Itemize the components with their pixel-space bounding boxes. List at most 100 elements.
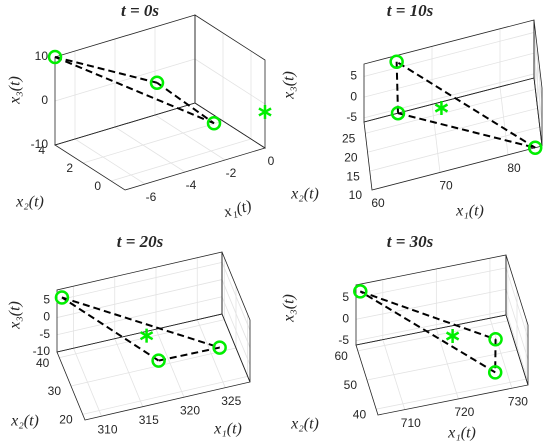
y-tick-label: 60 [334, 349, 348, 363]
y-axis-label: x₂(t) [290, 416, 319, 433]
z-tick-label: 10 [35, 49, 49, 63]
agent-marker [527, 140, 543, 156]
x-tick-label: -6 [146, 190, 157, 204]
y-tick-label: 30 [48, 384, 62, 398]
x-tick-label: 80 [507, 161, 521, 175]
agent-marker [47, 49, 63, 65]
grid-line [221, 296, 251, 365]
grid-line [366, 349, 518, 381]
grid-line [221, 262, 251, 331]
panel-title: t = 20s [117, 232, 164, 251]
x-axis-label: x₁(t) [447, 425, 476, 442]
z-tick-label: 0 [43, 310, 50, 324]
x-tick-label: -2 [226, 166, 237, 180]
agent-marker [487, 365, 503, 380]
x-tick-label: 0 [268, 154, 275, 168]
z-axis-label: x₃(t) [7, 301, 24, 330]
dashed-link [396, 60, 536, 149]
z-tick-label: -5 [338, 333, 349, 347]
grid-line [221, 279, 251, 348]
grid-line [154, 114, 226, 161]
y-tick-label: 4 [38, 143, 45, 157]
x-tick-label: -4 [186, 178, 197, 192]
z-tick-label: 0 [350, 89, 357, 103]
asterisk-stroke [139, 331, 154, 341]
agent-marker [353, 284, 368, 299]
y-axis-label: x₂(t) [290, 186, 319, 203]
y-tick-label: 40 [353, 407, 367, 421]
x-tick-label: 320 [180, 403, 200, 417]
grid-line [74, 138, 146, 185]
grid-line [363, 73, 535, 119]
grid-line [110, 138, 252, 182]
grid-line [82, 120, 224, 164]
z-tick-label: 0 [41, 93, 48, 107]
z-tick-label: -5 [39, 327, 50, 341]
z-tick-label: 5 [350, 69, 357, 83]
x-axis-label: x₁(t) [221, 197, 253, 221]
box-back-wall [363, 19, 535, 123]
box-side-wall [505, 254, 529, 386]
z-tick-label: 5 [342, 290, 349, 304]
y-tick-label: 0 [94, 179, 101, 193]
dashed-link [54, 56, 158, 84]
y-tick-label: 20 [59, 413, 73, 427]
agent-marker [151, 353, 166, 368]
asterisk-stroke [445, 331, 460, 341]
z-tick-label: 0 [342, 311, 349, 325]
grid-line [533, 32, 543, 101]
dashed-link [61, 296, 220, 349]
grid-line [54, 58, 196, 102]
agent-marker [206, 116, 222, 131]
z-tick-label: -5 [346, 110, 357, 124]
y-tick-label: 10 [349, 188, 363, 202]
grid-line [365, 88, 536, 134]
dashed-link [397, 112, 536, 149]
box-side-wall [533, 19, 543, 147]
agent-marker [488, 332, 503, 347]
z-tick-label: 5 [43, 293, 50, 307]
grid-line [355, 267, 507, 299]
y-tick-label: 40 [36, 356, 50, 370]
x-tick-label: 315 [139, 413, 159, 427]
dashed-link [359, 290, 496, 341]
grid-line [376, 378, 527, 410]
panel-title: t = 30s [387, 232, 434, 251]
grid-line [355, 288, 507, 320]
x-axis-label: x₁(t) [213, 421, 242, 438]
y-axis-label: x₂(t) [10, 413, 39, 430]
grid-line [367, 107, 538, 153]
grid-line [355, 310, 507, 342]
dashed-link [359, 290, 496, 374]
grid-line [363, 52, 535, 98]
y-axis-label: x₂(t) [15, 194, 44, 211]
x-tick-label: 60 [371, 196, 385, 210]
y-tick-label: 15 [346, 169, 360, 183]
grid-line [505, 310, 529, 381]
y-tick-label: 20 [344, 150, 358, 164]
panel-title: t = 0s [121, 1, 159, 20]
grid-line [505, 267, 529, 338]
box-side-wall [221, 251, 251, 383]
z-axis-label: x₃(t) [281, 71, 298, 100]
centroid-marker [434, 100, 449, 115]
x-axis-label: x₁(t) [455, 203, 484, 220]
agent-marker [54, 290, 70, 305]
z-tick-label: -10 [31, 137, 49, 151]
asterisk-stroke [434, 103, 449, 113]
z-axis-label: x₃(t) [7, 76, 24, 105]
centroid-marker [139, 328, 154, 343]
grid-line [82, 375, 248, 415]
grid-line [114, 126, 186, 173]
grid-line [194, 58, 266, 105]
z-tick-label: -10 [33, 344, 51, 358]
x-tick-label: 310 [97, 422, 117, 436]
agent-marker [149, 75, 165, 90]
y-tick-label: 50 [344, 378, 358, 392]
grid-line [70, 347, 237, 387]
x-tick-label: 720 [454, 405, 474, 419]
dashed-link [61, 296, 160, 362]
dashed-link [395, 61, 399, 114]
grid-line [56, 261, 223, 301]
